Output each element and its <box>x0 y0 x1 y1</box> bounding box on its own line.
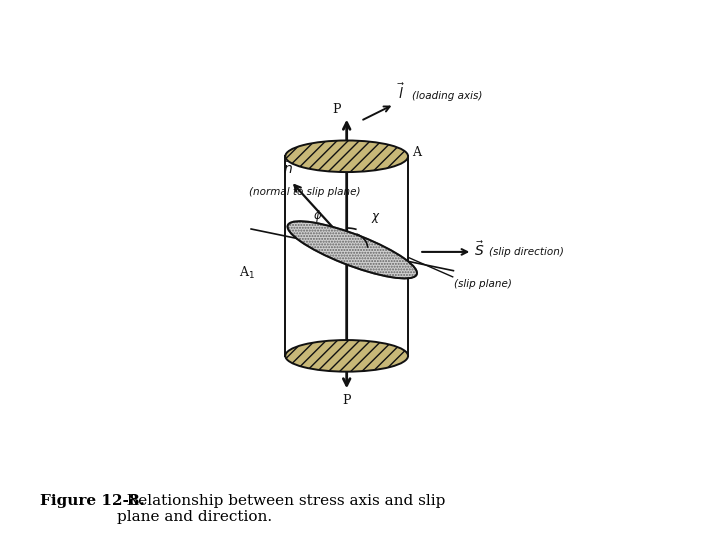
Ellipse shape <box>287 221 417 279</box>
Text: $\chi$: $\chi$ <box>371 211 381 225</box>
Text: (loading axis): (loading axis) <box>412 91 482 101</box>
Ellipse shape <box>285 140 408 172</box>
Ellipse shape <box>285 340 408 372</box>
Text: Relationship between stress axis and slip
plane and direction.: Relationship between stress axis and sli… <box>117 494 446 524</box>
Text: (normal to slip plane): (normal to slip plane) <box>249 187 361 198</box>
Text: P: P <box>333 103 341 116</box>
Ellipse shape <box>287 221 417 279</box>
Text: (slip direction): (slip direction) <box>489 247 564 257</box>
Text: $\phi$: $\phi$ <box>313 208 323 224</box>
Text: (slip plane): (slip plane) <box>454 279 512 289</box>
Text: A$_1$: A$_1$ <box>238 265 255 281</box>
Text: $\vec{l}$: $\vec{l}$ <box>397 83 405 102</box>
Text: Figure 12-8.: Figure 12-8. <box>40 494 145 508</box>
Text: $\vec{n}$: $\vec{n}$ <box>283 160 293 177</box>
Text: $\vec{S}$: $\vec{S}$ <box>474 240 485 259</box>
Text: P: P <box>343 394 351 407</box>
Text: A: A <box>413 146 421 159</box>
